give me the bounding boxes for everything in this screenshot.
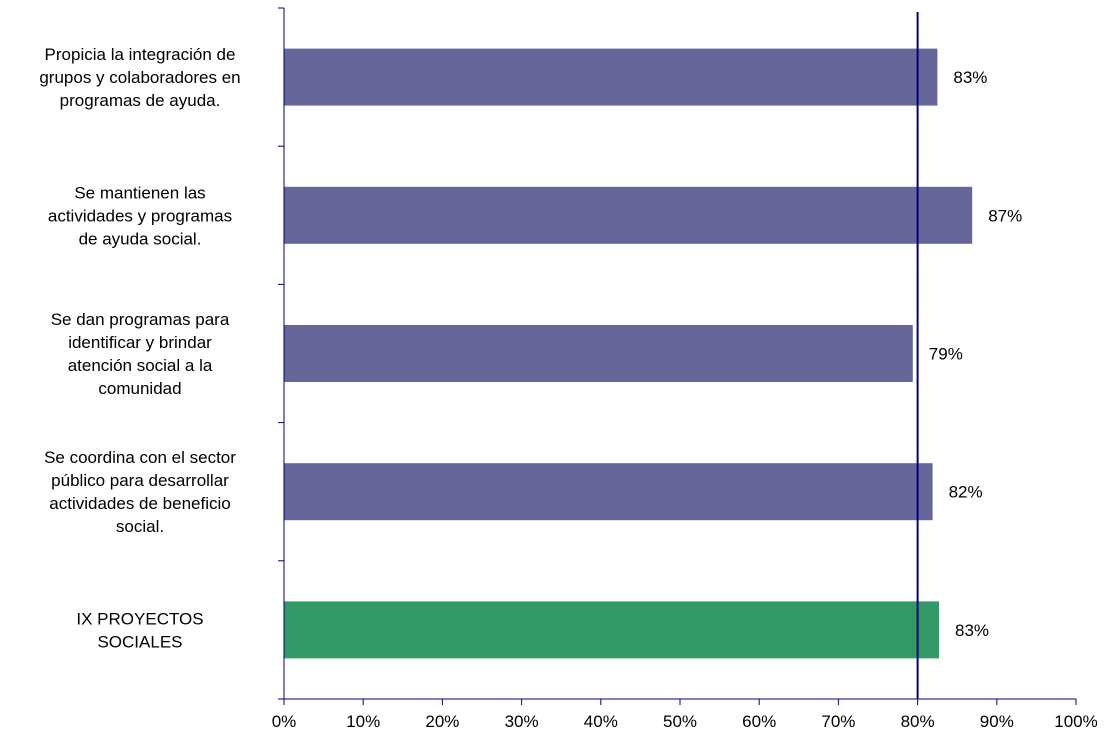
bar	[284, 186, 973, 244]
x-tick-label: 0%	[272, 712, 297, 731]
category-label: IX PROYECTOS	[76, 609, 203, 628]
category-label: social.	[116, 517, 164, 536]
category-label: programas de ayuda.	[60, 91, 221, 110]
data-label: 87%	[988, 206, 1022, 225]
bar	[284, 48, 938, 106]
data-label: 83%	[955, 621, 989, 640]
category-label: actividades de beneficio	[49, 494, 230, 513]
category-label: de ayuda social.	[79, 229, 202, 248]
data-label: 82%	[949, 483, 983, 502]
category-label: Se coordina con el sector	[44, 448, 236, 467]
category-label: grupos y colaboradores en	[39, 68, 240, 87]
x-tick-label: 70%	[821, 712, 855, 731]
x-tick-label: 20%	[425, 712, 459, 731]
category-label: Propicia la integración de	[45, 45, 236, 64]
data-label: 83%	[953, 68, 987, 87]
x-tick-label: 30%	[505, 712, 539, 731]
category-label: SOCIALES	[97, 632, 182, 651]
category-label: comunidad	[98, 379, 181, 398]
bar	[284, 601, 939, 659]
x-tick-label: 80%	[901, 712, 935, 731]
category-label: atención social a la	[68, 356, 213, 375]
x-tick-label: 50%	[663, 712, 697, 731]
bar	[284, 463, 933, 521]
category-label: identificar y brindar	[68, 333, 212, 352]
category-label: público para desarrollar	[51, 471, 229, 490]
category-label: Se dan programas para	[51, 310, 230, 329]
data-label: 79%	[929, 345, 963, 364]
x-tick-label: 100%	[1054, 712, 1097, 731]
bar	[284, 325, 913, 382]
x-tick-label: 90%	[980, 712, 1014, 731]
category-label: actividades y programas	[48, 206, 232, 225]
x-tick-label: 60%	[742, 712, 776, 731]
category-label: Se mantienen las	[74, 183, 205, 202]
x-tick-label: 10%	[346, 712, 380, 731]
x-tick-label: 40%	[584, 712, 618, 731]
